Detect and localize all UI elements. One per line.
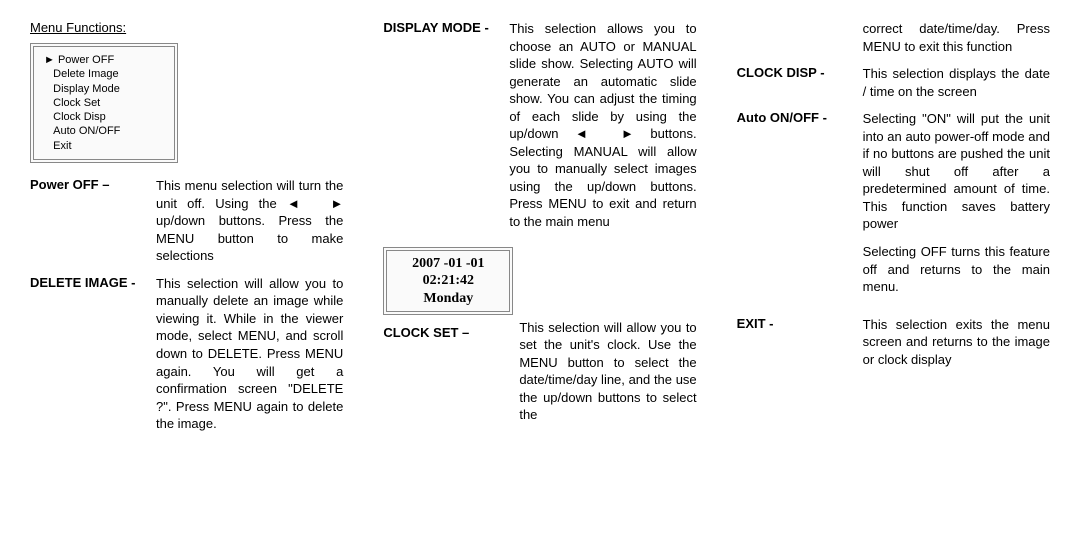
text: up/down buttons. Press the MENU button t… (156, 213, 343, 263)
menu-box-item: Display Mode (44, 82, 164, 96)
body-power-off: This menu selection will turn the unit o… (156, 177, 343, 265)
triangle-right-icon: ► (330, 196, 343, 211)
text: buttons. Selecting MANUAL will allow you… (509, 126, 696, 229)
body-clock-disp: This selection displays the date / time … (863, 65, 1050, 100)
triangle-left-icon: ◄ (287, 196, 300, 211)
clock-box: 2007 -01 -01 02:21:42 Monday (383, 247, 513, 316)
text: This menu selection will turn the unit o… (156, 178, 343, 211)
text: Selecting "ON" will put the unit into an… (863, 110, 1050, 233)
menu-box-item: Exit (44, 139, 164, 153)
entry-delete-image: DELETE IMAGE - This selection will allow… (30, 275, 343, 433)
label-clock-disp: CLOCK DISP - (737, 65, 863, 100)
menu-box-item: Auto ON/OFF (44, 124, 164, 138)
column-1: Menu Functions: ► Power OFF Delete Image… (30, 20, 343, 443)
label-clock-set-text: CLOCK SET – (383, 325, 469, 340)
triangle-right-icon: ► (621, 126, 634, 141)
menu-box: ► Power OFF Delete Image Display Mode Cl… (30, 43, 178, 163)
body-exit: This selection exits the menu screen and… (863, 316, 1050, 369)
menu-box-item: ► Power OFF (44, 53, 164, 67)
label-auto-onoff: Auto ON/OFF - (737, 110, 863, 305)
entry-col3-top: correct date/time/day. Press MENU to exi… (737, 20, 1050, 55)
entry-power-off: Power OFF – This menu selection will tur… (30, 177, 343, 265)
text: This selection allows you to choose an A… (509, 21, 696, 141)
entry-clock-disp: CLOCK DISP - This selection displays the… (737, 65, 1050, 100)
column-2: DISPLAY MODE - This selection allows you… (383, 20, 696, 443)
menu-box-item: Clock Set (44, 96, 164, 110)
menu-box-item: Delete Image (44, 67, 164, 81)
entry-clock-set: 2007 -01 -01 02:21:42 Monday CLOCK SET –… (383, 241, 696, 424)
text: Selecting OFF turns this feature off and… (863, 243, 1050, 296)
entry-exit: EXIT - This selection exits the menu scr… (737, 316, 1050, 369)
body-delete-image: This selection will allow you to manuall… (156, 275, 343, 433)
body-display-mode: This selection allows you to choose an A… (509, 20, 696, 231)
label-display-mode: DISPLAY MODE - (383, 20, 509, 231)
clock-time: 02:21:42 (393, 272, 503, 290)
body-col3-top: correct date/time/day. Press MENU to exi… (863, 20, 1050, 55)
column-3: correct date/time/day. Press MENU to exi… (737, 20, 1050, 443)
body-clock-set: This selection will allow you to set the… (519, 319, 696, 424)
menu-box-item: Clock Disp (44, 110, 164, 124)
section-title: Menu Functions: (30, 20, 343, 35)
clock-date: 2007 -01 -01 (393, 255, 503, 273)
page: Menu Functions: ► Power OFF Delete Image… (0, 0, 1080, 463)
spacer (737, 20, 863, 55)
triangle-left-icon: ◄ (575, 126, 588, 141)
entry-display-mode: DISPLAY MODE - This selection allows you… (383, 20, 696, 231)
clock-day: Monday (393, 290, 503, 308)
label-clock-set: 2007 -01 -01 02:21:42 Monday CLOCK SET – (383, 241, 519, 341)
entry-auto-onoff: Auto ON/OFF - Selecting "ON" will put th… (737, 110, 1050, 305)
label-power-off: Power OFF – (30, 177, 156, 265)
label-exit: EXIT - (737, 316, 863, 369)
label-delete-image: DELETE IMAGE - (30, 275, 156, 433)
body-auto-onoff: Selecting "ON" will put the unit into an… (863, 110, 1050, 305)
